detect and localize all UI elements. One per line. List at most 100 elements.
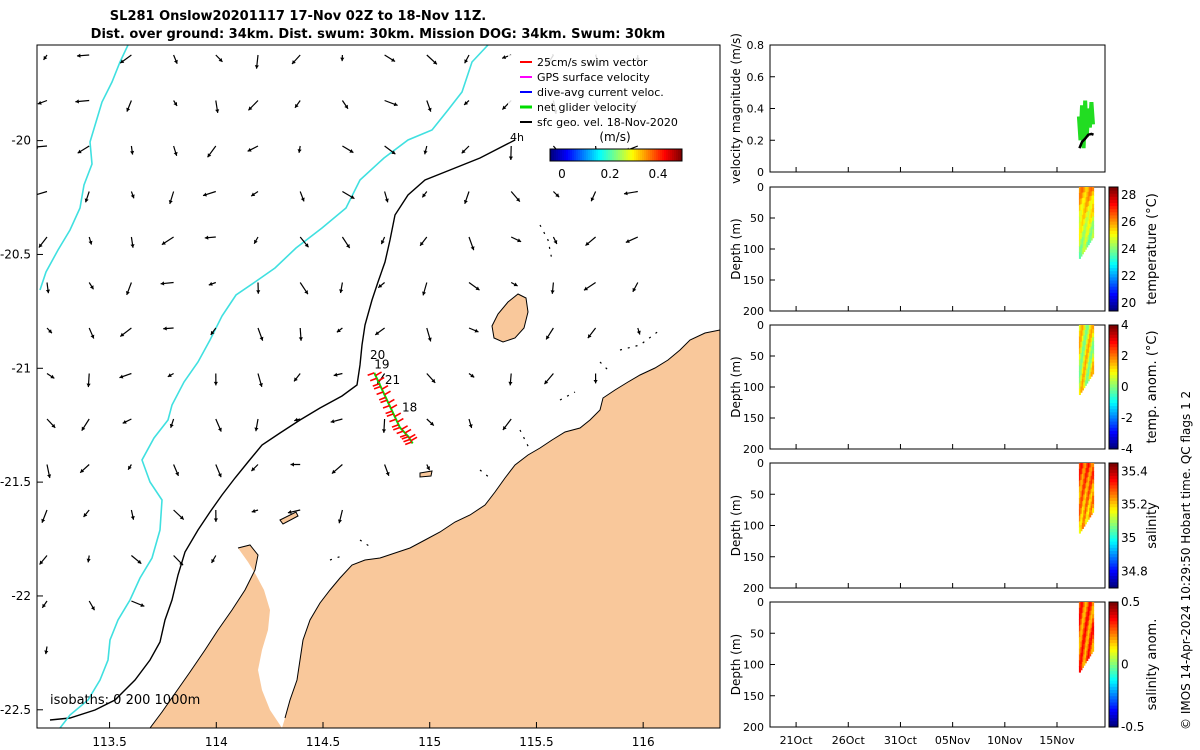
swim-vector	[408, 433, 416, 439]
section-cell	[1090, 614, 1093, 620]
section-cell	[1084, 473, 1087, 479]
panel-colorbar-tick-label: 24	[1121, 242, 1136, 256]
colorbar-cell	[572, 149, 575, 161]
panel-colorbar-cell	[1109, 531, 1118, 536]
section-cell	[1086, 349, 1089, 355]
section-cell	[1078, 252, 1081, 259]
section-cell	[1086, 353, 1089, 360]
section-cell	[1080, 233, 1083, 240]
panel-colorbar-cell	[1109, 427, 1118, 431]
section-cell	[1078, 342, 1081, 349]
section-cell	[1092, 638, 1095, 644]
geo-vector-head	[167, 373, 172, 377]
panel-y-tick-label: 200	[743, 443, 764, 456]
panel-colorbar-cell	[1109, 698, 1118, 703]
section-cell	[1080, 652, 1083, 660]
section-cell	[1078, 527, 1081, 534]
section-cell	[1087, 210, 1090, 217]
panel-colorbar-cell	[1109, 298, 1118, 303]
geo-vector-head	[125, 291, 130, 295]
panel-colorbar-cell	[1109, 714, 1118, 719]
section-cell	[1087, 616, 1090, 622]
section-cell	[1080, 485, 1083, 492]
colorbar-tick-label: 0.2	[600, 167, 619, 181]
section-cell	[1084, 335, 1087, 341]
panel-colorbar-tick-label: 20	[1121, 296, 1136, 310]
panel-colorbar-cell	[1109, 301, 1118, 306]
section-cell	[1087, 352, 1090, 359]
colorbar-cell	[646, 149, 649, 161]
panel-colorbar-tick-label: 26	[1121, 215, 1136, 229]
geo-vector-head	[300, 197, 305, 202]
section-cell	[1084, 330, 1087, 336]
panel-colorbar-cell	[1109, 513, 1118, 517]
section-cell	[1092, 369, 1095, 375]
panel-colorbar-cell	[1109, 292, 1118, 296]
section-cell	[1078, 353, 1081, 361]
panel-colorbar-cell	[1109, 686, 1118, 690]
geo-vector-head	[75, 99, 79, 104]
section-cell	[1090, 346, 1093, 352]
section-cell	[1083, 197, 1086, 204]
reef-dots	[329, 224, 661, 561]
colorbar-cell	[582, 149, 585, 161]
section-cell	[1092, 622, 1095, 628]
colorbar-cell	[676, 149, 679, 161]
panel-colorbar-tick-label: 0	[1121, 658, 1129, 672]
swim-vector	[387, 398, 395, 404]
section-cell	[1084, 360, 1087, 366]
map-x-tick-label: 114	[205, 735, 228, 749]
section-cell	[1083, 499, 1086, 506]
geo-vector-head	[517, 238, 522, 243]
panel-colorbar-cell	[1109, 661, 1118, 665]
section-cell	[1081, 341, 1084, 348]
section-cell	[1087, 334, 1090, 340]
geo-vector-head	[211, 558, 216, 563]
section-cell	[1078, 474, 1081, 482]
section-cell	[1087, 481, 1090, 487]
panel-colorbar-cell	[1109, 692, 1118, 697]
geo-vector-head	[259, 336, 264, 341]
panel-colorbar-cell	[1109, 658, 1118, 662]
geostrophic-velocity-line	[1078, 132, 1094, 149]
section-cell	[1083, 224, 1086, 231]
geo-vector-head	[215, 109, 220, 113]
section-cell	[1089, 338, 1092, 344]
geo-vector-head	[502, 426, 507, 431]
geo-vector-head	[546, 335, 550, 340]
panel-y-tick-label: 0	[757, 457, 764, 470]
section-cell	[1092, 195, 1095, 201]
legend-box	[508, 55, 708, 135]
section-cell	[1081, 473, 1084, 480]
section-cell	[1080, 192, 1083, 200]
section-cell	[1090, 627, 1093, 633]
geo-vector-head	[464, 59, 469, 64]
section-cell	[1083, 361, 1086, 368]
panel-colorbar-frame	[1108, 324, 1119, 450]
section-cell	[1083, 192, 1086, 199]
geo-vector-head	[256, 290, 261, 294]
colorbar-cell	[658, 149, 661, 161]
section-cell	[1086, 506, 1089, 513]
section-cell	[1092, 626, 1095, 632]
geo-vector-head	[346, 244, 350, 249]
section-cell	[1092, 471, 1095, 476]
geo-vector-head	[502, 55, 507, 60]
panel-colorbar-cell	[1109, 642, 1118, 647]
isobath-200m	[49, 139, 516, 721]
panel-colorbar-cell	[1109, 258, 1118, 262]
section-cell	[1083, 235, 1086, 242]
panel-colorbar-tick-label: -4	[1121, 442, 1133, 456]
section-cell	[1083, 607, 1086, 614]
panel-colorbar-cell	[1109, 421, 1118, 425]
section-cell	[1092, 475, 1095, 480]
section-cell	[1092, 208, 1095, 213]
section-cell	[1090, 510, 1093, 516]
colorbar-cell	[614, 149, 617, 161]
section-cell	[1087, 495, 1090, 502]
panel-colorbar-cell	[1109, 408, 1118, 413]
section-cell	[1083, 382, 1086, 389]
panel-y-tick-label: 50	[750, 488, 764, 501]
section-cell	[1081, 362, 1084, 369]
